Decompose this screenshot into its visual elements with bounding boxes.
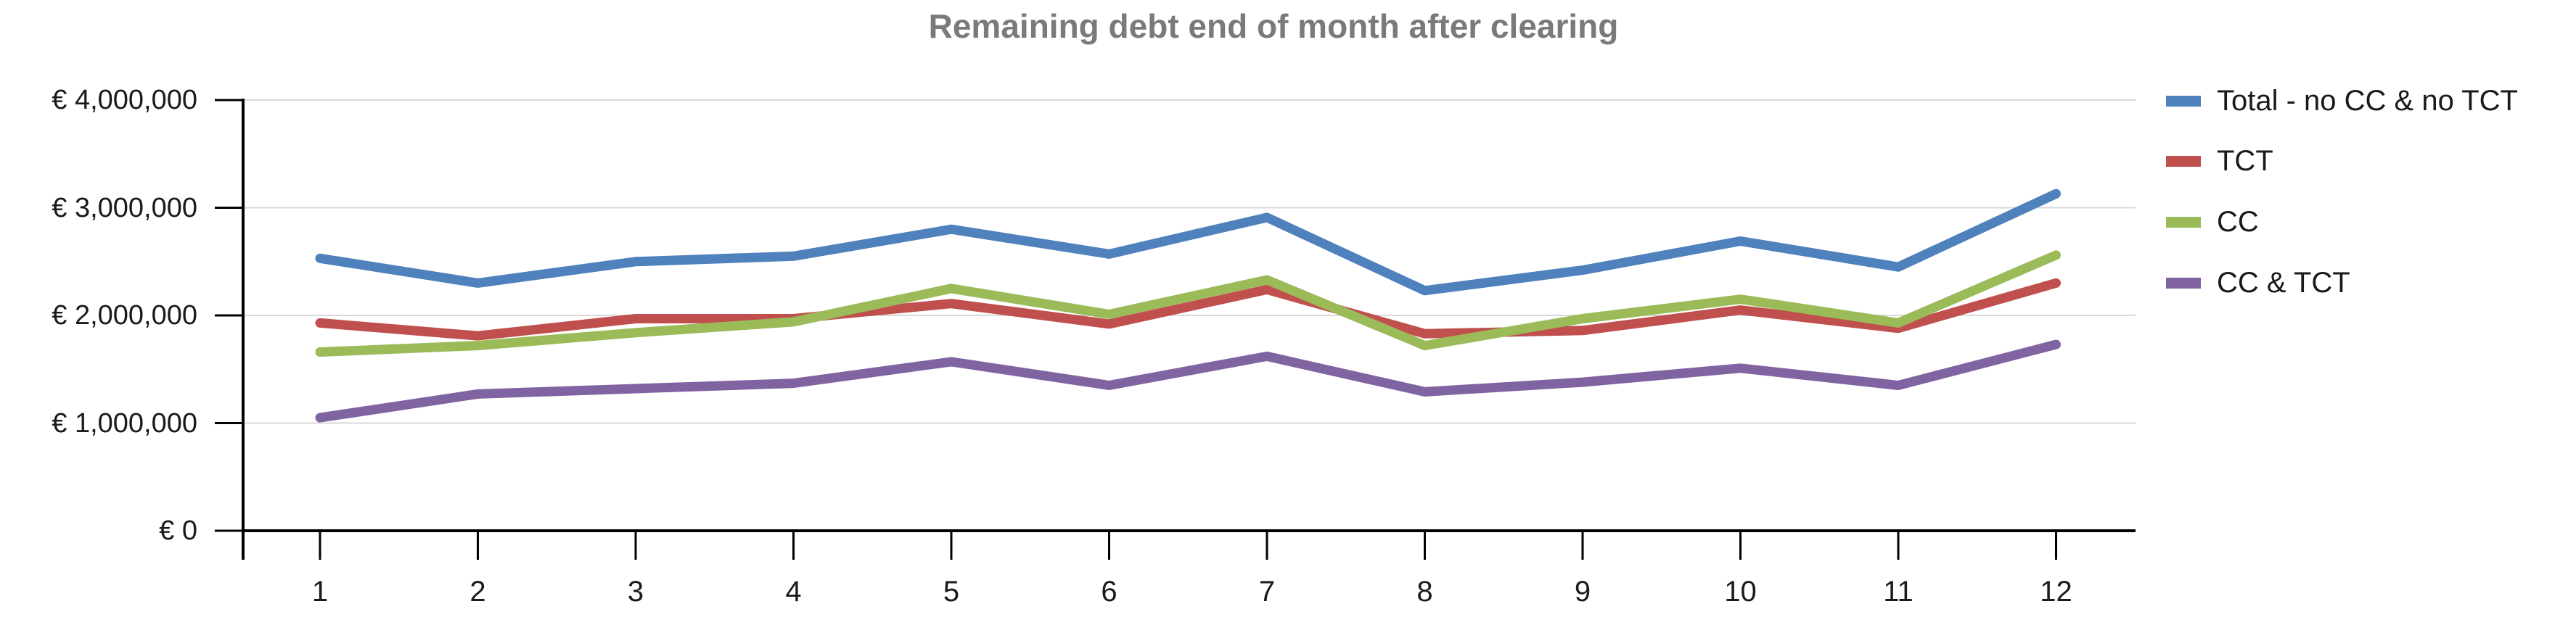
- legend-item[interactable]: CC: [2166, 203, 2259, 241]
- series-line-tct[interactable]: [315, 278, 2061, 341]
- y-axis-tick-label: € 2,000,000: [52, 300, 197, 331]
- y-axis-tick-label: € 3,000,000: [52, 192, 197, 223]
- y-axis-tick-label: € 0: [159, 516, 197, 546]
- x-axis-tick-label: 9: [1574, 576, 1591, 608]
- series-line-cc[interactable]: [315, 250, 2061, 357]
- x-axis-tick-label: 8: [1416, 576, 1433, 608]
- x-axis-tick-label: 2: [469, 576, 486, 608]
- legend-swatch-icon: [2166, 155, 2201, 167]
- legend-label: TCT: [2217, 145, 2273, 177]
- legend-swatch-icon: [2166, 95, 2201, 107]
- legend-label: CC: [2217, 206, 2259, 238]
- legend-item[interactable]: CC & TCT: [2166, 264, 2350, 302]
- series-line-total-no-cc-no-tct[interactable]: [315, 189, 2061, 296]
- x-axis-tick-label: 4: [785, 576, 802, 608]
- legend-label: CC & TCT: [2217, 267, 2350, 299]
- x-axis-tick-label: 11: [1883, 576, 1913, 608]
- x-axis-tick-label: 5: [943, 576, 960, 608]
- series-line-cc-tct[interactable]: [315, 339, 2061, 423]
- y-axis-tick-label: € 4,000,000: [52, 85, 197, 115]
- y-axis-tick-label: € 1,000,000: [52, 407, 197, 439]
- x-axis-tick-label: 10: [1724, 576, 1757, 608]
- x-axis-tick-label: 12: [2040, 576, 2072, 608]
- chart-title: Remaining debt end of month after cleari…: [928, 7, 1619, 45]
- legend-item[interactable]: TCT: [2166, 142, 2273, 180]
- legend-label: Total - no CC & no TCT: [2217, 85, 2518, 117]
- x-axis-tick-label: 7: [1258, 576, 1276, 608]
- legend-item[interactable]: Total - no CC & no TCT: [2166, 82, 2518, 120]
- legend-swatch-icon: [2166, 216, 2201, 228]
- x-axis-tick-label: 1: [311, 576, 329, 608]
- x-axis-tick-label: 3: [627, 576, 644, 608]
- x-axis-tick-label: 6: [1101, 576, 1117, 608]
- legend-swatch-icon: [2166, 277, 2201, 289]
